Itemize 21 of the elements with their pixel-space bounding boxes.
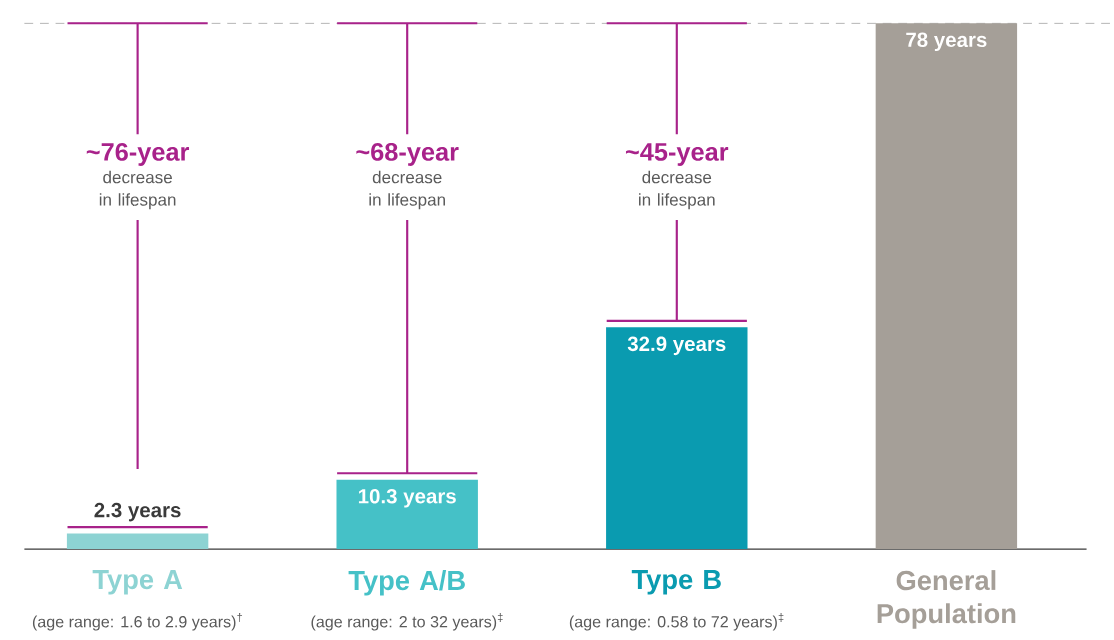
x-tick-label: Type A	[92, 570, 183, 595]
x-tick-label: General Population	[877, 570, 1016, 629]
x-tick-label: Type B	[631, 570, 721, 595]
annotation: decrease in lifespan	[639, 170, 715, 210]
bar	[606, 327, 748, 550]
annotation: ~45-year	[625, 143, 729, 166]
bar	[336, 479, 478, 550]
bar	[875, 23, 1018, 550]
bar	[66, 533, 209, 550]
annotation: decrease in lifespan	[369, 170, 445, 210]
data-label: 78 years	[906, 32, 987, 52]
data-label: 32.9 years	[627, 336, 726, 356]
data-label: 10.3 years	[358, 489, 456, 508]
annotation: ~68-year	[356, 142, 459, 166]
data-label: 2.3 years	[94, 502, 181, 522]
annotation: decrease in lifespan	[99, 170, 176, 210]
text: (age range: 0.58 to 72 years)$^{‡}$	[569, 613, 784, 631]
annotation: ~76-year	[86, 142, 190, 166]
text: (age range: 2 to 32 years)$^{‡}$	[311, 613, 503, 631]
text: (age range: 1.6 to 2.9 years)$^{†}$	[32, 613, 243, 631]
x-tick-label: Type A/B	[348, 570, 465, 596]
